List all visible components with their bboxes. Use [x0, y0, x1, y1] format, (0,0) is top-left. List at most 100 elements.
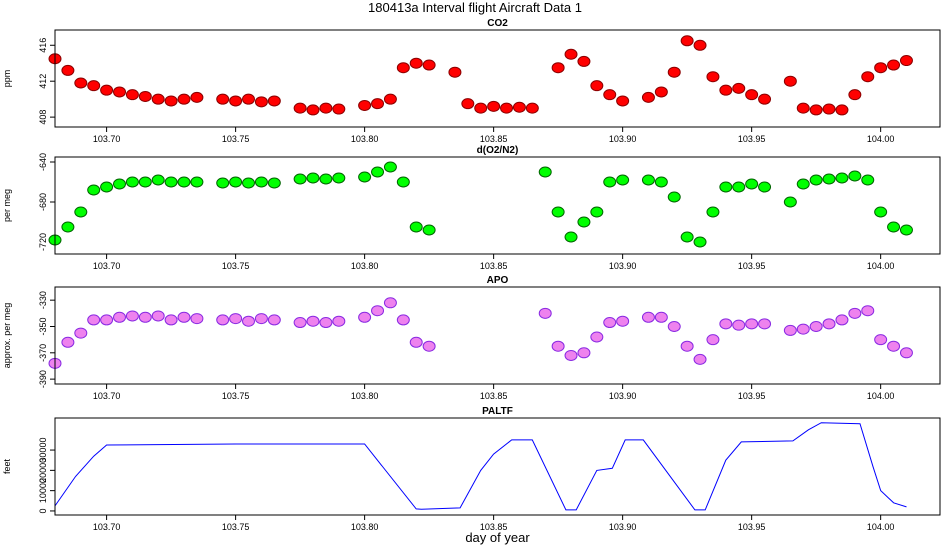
data-point: [667, 66, 681, 78]
data-point: [680, 231, 694, 243]
data-point: [125, 89, 139, 101]
data-point: [899, 347, 913, 359]
data-line: [54, 422, 907, 511]
data-point: [61, 221, 75, 233]
data-point: [254, 176, 268, 188]
data-point: [242, 93, 256, 105]
x-tick-label: 103.90: [609, 391, 637, 401]
data-point: [306, 104, 320, 116]
data-point: [383, 161, 397, 173]
data-point: [616, 95, 630, 107]
data-point: [358, 99, 372, 111]
data-point: [861, 174, 875, 186]
y-tick-label: 30000: [38, 438, 48, 463]
data-point: [641, 174, 655, 186]
data-point: [564, 48, 578, 60]
y-tick-label: -680: [38, 193, 48, 211]
data-point: [500, 102, 514, 114]
data-point: [293, 173, 307, 185]
plot-frame: [54, 417, 941, 516]
data-point: [177, 176, 191, 188]
data-point: [899, 55, 913, 67]
x-axis-label: day of year: [465, 530, 530, 545]
y-tick-label: 408: [38, 110, 48, 125]
data-point: [87, 314, 101, 326]
data-point: [254, 313, 268, 325]
data-point: [848, 170, 862, 182]
data-point: [874, 206, 888, 218]
data-point: [809, 320, 823, 332]
data-point: [693, 39, 707, 51]
data-point: [783, 324, 797, 336]
data-point: [796, 178, 810, 190]
data-point: [603, 89, 617, 101]
data-point: [538, 307, 552, 319]
y-tick-label: -330: [38, 291, 48, 309]
data-point: [138, 90, 152, 102]
y-axis-label: approx. per meg: [2, 303, 12, 369]
data-point: [874, 62, 888, 74]
data-point: [706, 71, 720, 83]
data-point: [732, 181, 746, 193]
x-tick-label: 103.95: [738, 134, 766, 144]
data-point: [719, 84, 733, 96]
data-point: [577, 216, 591, 228]
data-point: [396, 62, 410, 74]
data-point: [551, 62, 565, 74]
data-point: [835, 104, 849, 116]
data-point: [719, 181, 733, 193]
data-point: [654, 86, 668, 98]
data-point: [371, 98, 385, 110]
data-point: [538, 166, 552, 178]
data-point: [61, 336, 75, 348]
data-point: [306, 172, 320, 184]
data-point: [603, 317, 617, 329]
data-point: [177, 311, 191, 323]
data-point: [641, 311, 655, 323]
data-point: [190, 91, 204, 103]
data-point: [590, 206, 604, 218]
data-point: [783, 75, 797, 87]
data-point: [822, 173, 836, 185]
data-point: [667, 320, 681, 332]
x-tick-label: 104.00: [867, 522, 895, 532]
data-point: [654, 176, 668, 188]
data-point: [887, 340, 901, 352]
data-point: [100, 181, 114, 193]
x-tick-label: 103.80: [351, 261, 379, 271]
y-tick-label: 20000: [38, 458, 48, 483]
data-point: [164, 95, 178, 107]
plot-frame: [54, 156, 941, 255]
y-axis-label: ppm: [2, 70, 12, 88]
data-point: [848, 307, 862, 319]
data-point: [577, 55, 591, 67]
data-point: [564, 231, 578, 243]
data-point: [125, 310, 139, 322]
panel-title: CO2: [487, 18, 508, 29]
data-point: [758, 181, 772, 193]
data-point: [409, 57, 423, 69]
data-point: [396, 176, 410, 188]
x-tick-label: 103.70: [93, 261, 121, 271]
x-tick-label: 103.90: [609, 134, 637, 144]
data-point: [371, 166, 385, 178]
data-point: [822, 103, 836, 115]
data-point: [306, 315, 320, 327]
x-tick-label: 103.90: [609, 522, 637, 532]
data-point: [796, 323, 810, 335]
data-point: [87, 80, 101, 92]
data-point: [745, 89, 759, 101]
data-point: [396, 314, 410, 326]
data-point: [138, 311, 152, 323]
x-tick-label: 103.75: [222, 391, 250, 401]
panel-title: d(O2/N2): [477, 145, 519, 156]
y-axis-label: feet: [2, 458, 12, 474]
data-point: [409, 336, 423, 348]
data-point: [229, 313, 243, 325]
plot-frame: [54, 29, 941, 128]
data-point: [874, 334, 888, 346]
data-point: [796, 102, 810, 114]
data-point: [654, 311, 668, 323]
data-point: [693, 353, 707, 365]
data-point: [641, 91, 655, 103]
